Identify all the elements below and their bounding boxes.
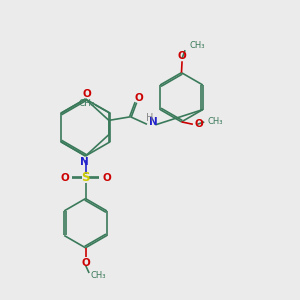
Text: O: O <box>82 88 91 99</box>
Text: O: O <box>134 93 143 103</box>
Text: N: N <box>149 117 158 127</box>
Text: CH₃: CH₃ <box>90 272 106 280</box>
Text: O: O <box>81 258 90 268</box>
Text: O: O <box>60 172 69 183</box>
Text: CH₃: CH₃ <box>79 99 95 108</box>
Text: CH₃: CH₃ <box>189 40 205 50</box>
Text: CH₃: CH₃ <box>208 117 224 126</box>
Text: O: O <box>102 172 111 183</box>
Text: S: S <box>81 171 90 184</box>
Text: O: O <box>194 119 203 129</box>
Text: H: H <box>146 113 153 123</box>
Text: N: N <box>80 157 88 167</box>
Text: O: O <box>178 51 186 61</box>
